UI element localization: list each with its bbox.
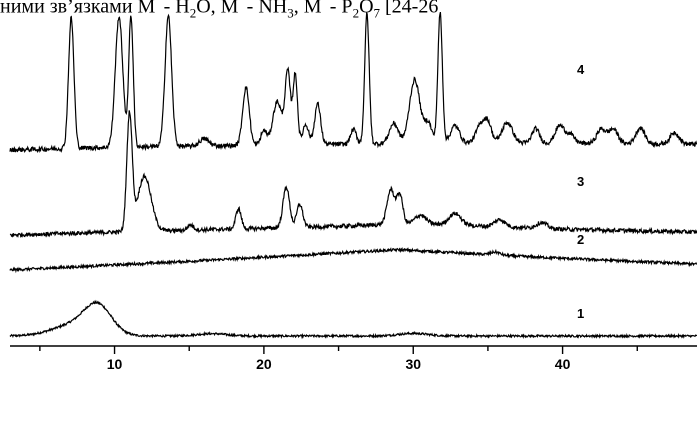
caption-subscript: 3 — [287, 5, 294, 19]
caption-subscript: 2 — [352, 5, 360, 19]
caption-part: - H — [158, 0, 190, 18]
caption-part: , M — [293, 0, 322, 18]
caption-part: O, M — [196, 0, 239, 18]
curve-label-3: 3 — [577, 174, 584, 189]
curve-label-4: 4 — [577, 62, 585, 77]
caption-subscript: 7 — [373, 5, 381, 19]
caption-part: [24-26 — [380, 0, 439, 18]
curve-label-2: 2 — [577, 232, 584, 247]
caption-part: O — [359, 0, 374, 18]
x-tick-label: 30 — [405, 356, 421, 372]
caption-subscript: 2 — [189, 5, 197, 19]
caption-part: язками M — [73, 0, 156, 18]
x-tick-label: 10 — [107, 356, 123, 372]
caption-text: ними зв’язками M - H2O, M - NH3, M - P2O… — [0, 0, 697, 19]
curve-label-1: 1 — [577, 306, 584, 321]
x-ticks-group: 10 20 30 40 — [39, 346, 638, 372]
pattern-curve-1 — [9, 299, 697, 340]
pattern-curve-2 — [9, 246, 697, 274]
x-tick-label: 40 — [555, 356, 571, 372]
caption-part: ними зв — [0, 0, 68, 18]
caption-part: - NH — [241, 0, 288, 18]
curves-group — [9, 11, 697, 340]
caption-part: - P — [324, 0, 353, 18]
pattern-curve-4 — [9, 11, 697, 154]
curve-labels-group: 1 2 3 4 — [577, 62, 585, 321]
x-tick-label: 20 — [256, 356, 272, 372]
pattern-curve-3 — [9, 110, 697, 238]
